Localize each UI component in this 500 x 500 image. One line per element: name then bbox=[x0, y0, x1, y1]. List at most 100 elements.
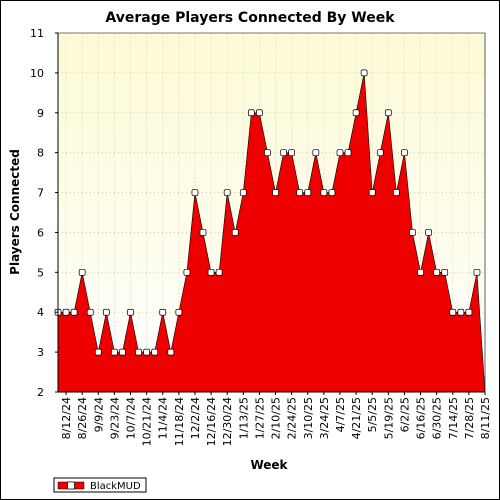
x-tick-label: 1/27/25 bbox=[253, 397, 266, 439]
data-point bbox=[119, 348, 126, 356]
data-point bbox=[231, 229, 239, 236]
y-tick-label: 4 bbox=[37, 306, 44, 319]
data-point bbox=[62, 308, 70, 316]
y-tick-label: 2 bbox=[37, 386, 44, 399]
data-point bbox=[70, 308, 78, 316]
data-point bbox=[207, 268, 215, 276]
y-tick-label: 9 bbox=[37, 107, 44, 120]
data-point bbox=[135, 348, 142, 356]
x-tick-label: 12/2/24 bbox=[189, 397, 202, 439]
data-point bbox=[312, 149, 320, 157]
data-point bbox=[376, 149, 384, 157]
y-tick-labels: 2 3 4 5 6 7 8 9 10 11 bbox=[30, 27, 58, 399]
data-point bbox=[199, 229, 207, 236]
data-point bbox=[191, 189, 199, 196]
axes bbox=[57, 32, 486, 393]
y-tick-label: 5 bbox=[37, 266, 44, 279]
data-point bbox=[352, 109, 360, 117]
x-tick-label: 2/10/25 bbox=[270, 397, 283, 439]
data-point bbox=[183, 268, 191, 276]
data-point bbox=[215, 268, 223, 276]
x-tick-label: 8/26/24 bbox=[76, 397, 89, 439]
x-tick-label: 11/18/24 bbox=[173, 397, 186, 446]
y-tick-label: 8 bbox=[37, 147, 44, 160]
data-point bbox=[143, 348, 150, 356]
data-point bbox=[94, 348, 102, 356]
data-point bbox=[127, 308, 134, 316]
x-tick-label: 5/19/25 bbox=[382, 397, 395, 439]
data-point bbox=[175, 308, 183, 316]
data-point bbox=[473, 268, 481, 276]
data-point bbox=[256, 109, 263, 117]
area-fill-blackmud bbox=[57, 72, 486, 393]
y-tick-label: 10 bbox=[30, 67, 44, 80]
data-point bbox=[288, 149, 295, 157]
x-tick-label: 8/11/25 bbox=[479, 397, 492, 439]
x-tick-label: 1/13/25 bbox=[237, 397, 250, 439]
x-tick-label: 10/21/24 bbox=[141, 397, 154, 446]
legend-marker bbox=[67, 481, 75, 490]
data-point bbox=[401, 149, 408, 157]
x-tick-label: 8/12/24 bbox=[60, 397, 73, 439]
y-tick-label: 11 bbox=[30, 27, 44, 40]
data-point bbox=[384, 109, 392, 117]
x-tick-label: 11/4/24 bbox=[157, 397, 170, 439]
data-point bbox=[360, 69, 368, 77]
x-tick-label: 3/10/25 bbox=[302, 397, 315, 439]
data-point bbox=[344, 149, 352, 157]
data-point bbox=[336, 149, 344, 157]
x-tick-label: 4/7/25 bbox=[334, 397, 347, 432]
x-tick-label: 3/24/25 bbox=[318, 397, 331, 439]
data-point bbox=[433, 268, 441, 276]
data-point bbox=[159, 308, 167, 316]
data-point bbox=[111, 348, 118, 356]
data-point bbox=[280, 149, 287, 157]
data-point bbox=[223, 189, 231, 196]
data-point bbox=[296, 189, 304, 196]
data-point bbox=[425, 229, 432, 236]
y-tick-label: 3 bbox=[37, 346, 44, 359]
x-tick-label: 6/30/25 bbox=[431, 397, 444, 439]
data-point bbox=[167, 348, 175, 356]
data-point bbox=[328, 189, 336, 196]
chart-title: Average Players Connected By Week bbox=[105, 10, 395, 26]
data-point bbox=[465, 308, 473, 316]
y-tick-label: 7 bbox=[37, 187, 44, 200]
data-point bbox=[393, 189, 400, 196]
data-point bbox=[320, 189, 328, 196]
area-series bbox=[57, 72, 486, 393]
data-point bbox=[457, 308, 465, 316]
data-point bbox=[151, 348, 159, 356]
x-tick-label: 12/16/24 bbox=[205, 397, 218, 446]
data-point bbox=[441, 268, 449, 276]
data-point bbox=[449, 308, 457, 316]
x-tick-labels: 8/12/24 8/26/24 9/9/24 9/23/24 10/7/24 10/21/… bbox=[60, 392, 492, 446]
x-tick-label: 6/16/25 bbox=[415, 397, 428, 439]
data-point bbox=[264, 149, 271, 157]
x-tick-label: 10/7/24 bbox=[125, 397, 138, 439]
data-point bbox=[272, 189, 279, 196]
x-tick-label: 12/30/24 bbox=[221, 397, 234, 446]
data-markers bbox=[54, 69, 481, 356]
x-tick-label: 5/5/25 bbox=[366, 397, 379, 432]
data-point bbox=[102, 308, 110, 316]
legend: BlackMUD bbox=[53, 477, 147, 493]
data-point bbox=[239, 189, 247, 196]
y-tick-label: 6 bbox=[37, 226, 44, 239]
x-tick-label: 7/28/25 bbox=[463, 397, 476, 439]
x-tick-label: 4/21/25 bbox=[350, 397, 363, 439]
data-point bbox=[417, 268, 424, 276]
y-axis-label: Players Connected bbox=[8, 149, 22, 275]
x-tick-label: 2/24/25 bbox=[286, 397, 299, 439]
legend-label: BlackMUD bbox=[90, 481, 141, 492]
x-tick-label: 9/23/24 bbox=[108, 397, 121, 439]
data-point bbox=[78, 268, 86, 276]
data-point bbox=[86, 308, 94, 316]
data-point bbox=[368, 189, 376, 196]
x-tick-label: 6/2/25 bbox=[398, 397, 411, 432]
x-tick-label: 9/9/24 bbox=[92, 397, 105, 432]
data-point bbox=[248, 109, 255, 117]
x-axis-label: Week bbox=[250, 458, 288, 472]
